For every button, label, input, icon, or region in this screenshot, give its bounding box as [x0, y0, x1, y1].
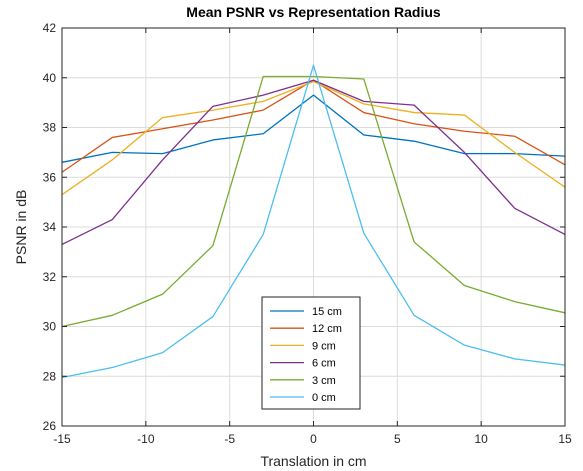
series-line-6-cm [61, 79, 566, 245]
x-tick-label: 5 [394, 432, 401, 446]
legend-label: 6 cm [312, 358, 336, 370]
x-tick-label: 15 [558, 432, 572, 446]
legend-label: 0 cm [312, 392, 336, 404]
legend-entry: 3 cm [270, 375, 336, 387]
legend: 15 cm 12 cm 9 cm 6 cm 3 cm 0 cm [261, 296, 361, 410]
series-line-0-cm [61, 64, 566, 379]
ticks: -15 -10 -5 0 5 10 15 26 28 30 32 34 36 38 40 42 [43, 21, 572, 446]
legend-label: 15 cm [312, 306, 342, 318]
y-tick-label: 30 [43, 320, 57, 334]
legend-box [261, 296, 361, 410]
legend-entry: 0 cm [270, 392, 336, 404]
legend-label: 9 cm [312, 340, 336, 352]
legend-entry: 6 cm [270, 358, 336, 370]
legend-label: 12 cm [312, 323, 342, 335]
x-tick-label: 0 [310, 432, 317, 446]
series-line-15-cm [61, 94, 566, 163]
x-tick-label: -10 [137, 432, 155, 446]
legend-entry: 12 cm [270, 323, 342, 335]
x-axis-label: Translation in cm [260, 453, 366, 469]
legend-entry: 9 cm [270, 340, 336, 352]
y-tick-label: 42 [43, 21, 57, 35]
chart-title: Mean PSNR vs Representation Radius [186, 4, 441, 20]
legend-entry: 15 cm [270, 306, 342, 318]
y-axis-label: PSNR in dB [13, 190, 29, 265]
y-tick-label: 26 [43, 419, 57, 433]
y-tick-label: 38 [43, 121, 57, 135]
series-line-3-cm [61, 75, 566, 328]
y-tick-label: 34 [43, 220, 57, 234]
y-tick-label: 32 [43, 270, 57, 284]
x-tick-label: 10 [474, 432, 488, 446]
y-tick-label: 40 [43, 71, 57, 85]
y-tick-label: 36 [43, 170, 57, 184]
x-tick-label: -15 [53, 432, 71, 446]
x-tick-label: -5 [224, 432, 235, 446]
series-line-9-cm [61, 80, 566, 196]
legend-label: 3 cm [312, 375, 336, 387]
series-group [61, 64, 566, 379]
y-tick-label: 28 [43, 369, 57, 383]
